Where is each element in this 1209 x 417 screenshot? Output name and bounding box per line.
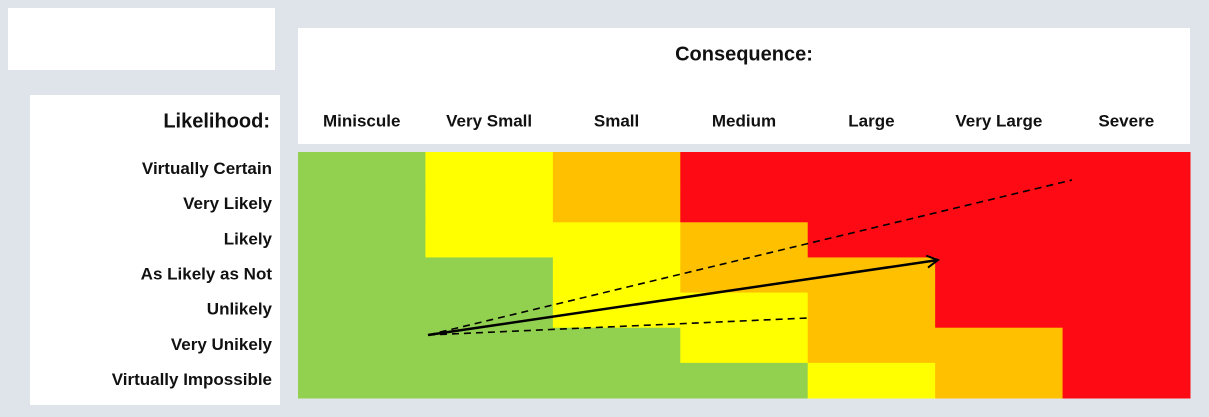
cell (935, 292, 1064, 329)
cell (298, 152, 426, 188)
cell (298, 292, 426, 329)
cell (680, 257, 809, 294)
cell (1062, 152, 1191, 188)
solid-arrow (427, 260, 938, 337)
row-label: Very Likely (183, 194, 272, 213)
cell (298, 362, 426, 399)
cells (298, 152, 1191, 399)
row-label: Unlikely (207, 300, 273, 319)
cell (807, 327, 936, 364)
cell (1062, 362, 1191, 399)
cell (935, 187, 1064, 223)
cell (1062, 327, 1191, 364)
cell (425, 222, 554, 258)
likelihood-title: Likelihood: (163, 110, 270, 132)
cell (552, 187, 681, 223)
column-label: Small (594, 111, 639, 130)
cell (425, 187, 554, 223)
row-label: Likely (224, 229, 273, 248)
cell (807, 152, 936, 188)
cell (425, 362, 554, 399)
likelihood-box (30, 95, 280, 405)
cell (680, 222, 809, 258)
cell (680, 292, 809, 329)
labels: Miniscule Very Small Small Medium Large Very … (112, 111, 1154, 388)
cell (298, 327, 426, 364)
cell (552, 222, 681, 258)
row-label: Very Unikely (171, 335, 273, 354)
cell (807, 292, 936, 329)
cell (807, 187, 936, 223)
cell (1062, 222, 1191, 258)
header-box (298, 28, 1190, 144)
cell (425, 292, 554, 329)
column-label: Miniscule (323, 111, 400, 130)
cell (425, 152, 554, 188)
column-label: Very Small (446, 111, 532, 130)
cell (298, 222, 426, 258)
corner-box (8, 8, 275, 70)
cell (552, 152, 681, 188)
cell (935, 257, 1064, 294)
column-label: Very Large (955, 111, 1042, 130)
cell (1062, 187, 1191, 223)
cell (807, 362, 936, 399)
row-label: Virtually Impossible (112, 370, 272, 389)
cell (552, 327, 681, 364)
cell (680, 187, 809, 223)
consequence-title: Consequence: (675, 43, 813, 65)
cell (1062, 292, 1191, 329)
cell (935, 327, 1064, 364)
row-label: As Likely as Not (141, 264, 273, 283)
cell (680, 152, 809, 188)
cell (552, 362, 681, 399)
column-label: Severe (1098, 111, 1154, 130)
cell (552, 292, 681, 329)
cell (1062, 257, 1191, 294)
column-label: Medium (712, 111, 776, 130)
cell (552, 257, 681, 294)
cell (935, 222, 1064, 258)
cell (935, 152, 1064, 188)
column-label: Large (848, 111, 894, 130)
cell (298, 187, 426, 223)
cell (298, 257, 426, 294)
dashed-arrow-upper (427, 179, 1073, 336)
cell (425, 257, 554, 294)
cell (680, 362, 809, 399)
dashed-arrow-lower (427, 317, 809, 336)
row-label: Virtually Certain (142, 159, 272, 178)
cell (935, 362, 1064, 399)
cell (680, 327, 809, 364)
